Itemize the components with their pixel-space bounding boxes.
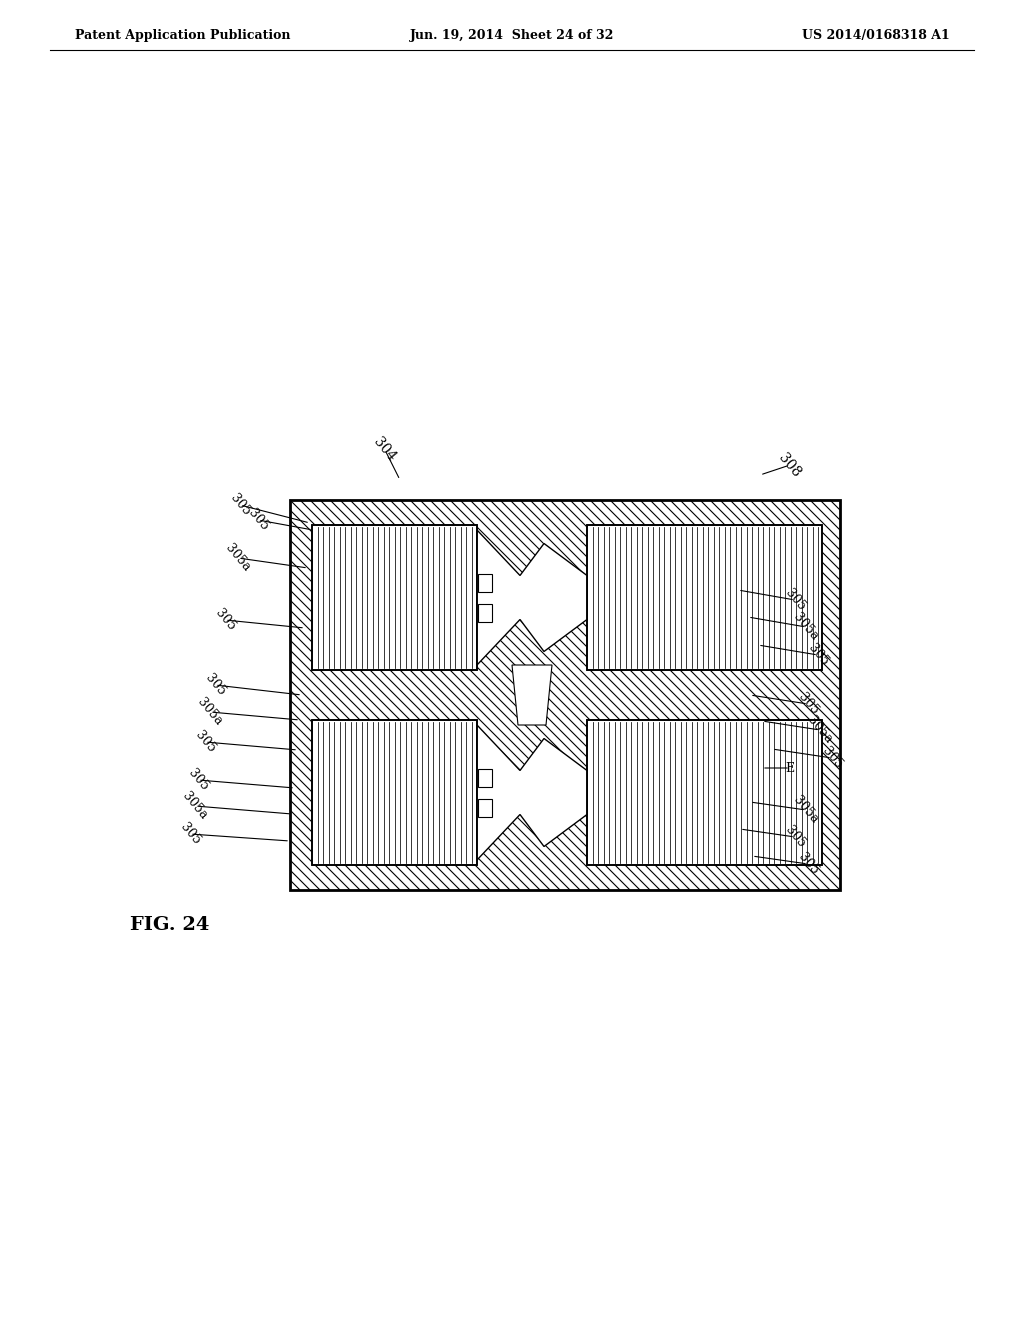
Bar: [478, 603, 492, 622]
Text: E: E: [785, 762, 795, 775]
Text: 308: 308: [776, 450, 804, 479]
Bar: [312, 525, 477, 671]
Bar: [478, 573, 492, 591]
Bar: [478, 799, 492, 817]
Bar: [290, 500, 840, 890]
Text: 305: 305: [185, 767, 211, 793]
Text: 305: 305: [819, 744, 845, 771]
Text: 304: 304: [371, 436, 398, 465]
Bar: [478, 768, 492, 787]
Text: 305a: 305a: [223, 541, 253, 574]
Bar: [312, 719, 477, 865]
Text: 305a: 305a: [805, 714, 835, 746]
Text: 305a: 305a: [195, 696, 225, 729]
Bar: [312, 719, 477, 865]
Polygon shape: [477, 725, 587, 861]
Bar: [587, 525, 822, 671]
Text: 305: 305: [782, 586, 808, 614]
Text: 305: 305: [805, 642, 830, 668]
Text: 305: 305: [227, 491, 253, 519]
Text: 305: 305: [203, 672, 227, 698]
Text: 305a: 305a: [180, 789, 210, 822]
Text: FIG. 24: FIG. 24: [130, 916, 209, 935]
Bar: [587, 719, 822, 865]
Text: 305: 305: [796, 690, 820, 717]
Bar: [587, 525, 822, 671]
Text: 305: 305: [246, 507, 270, 533]
Text: 305: 305: [193, 729, 218, 755]
Text: 305: 305: [177, 821, 203, 847]
Text: 305: 305: [782, 824, 808, 850]
Bar: [312, 525, 477, 671]
Text: 305: 305: [796, 850, 820, 878]
Text: 305: 305: [212, 607, 238, 634]
Text: 305a: 305a: [791, 611, 821, 643]
Polygon shape: [477, 531, 587, 665]
Polygon shape: [512, 665, 552, 725]
Bar: [587, 719, 822, 865]
Text: Jun. 19, 2014  Sheet 24 of 32: Jun. 19, 2014 Sheet 24 of 32: [410, 29, 614, 41]
Bar: [290, 500, 840, 890]
Text: Patent Application Publication: Patent Application Publication: [75, 29, 291, 41]
Text: 305a: 305a: [791, 793, 821, 826]
Text: US 2014/0168318 A1: US 2014/0168318 A1: [802, 29, 950, 41]
